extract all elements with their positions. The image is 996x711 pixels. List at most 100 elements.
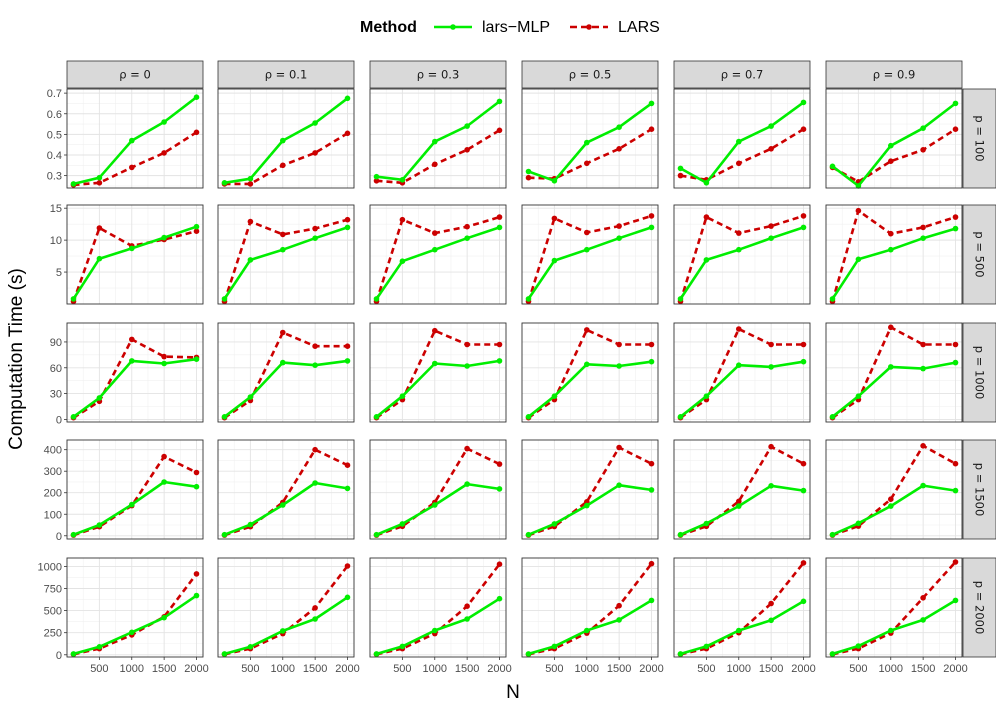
series-line-lars: [680, 445, 805, 537]
data-point-lars-mlp: [736, 362, 742, 369]
data-point-lars: [584, 327, 590, 333]
panel-border: [521, 204, 659, 305]
data-point-lars: [648, 213, 655, 219]
data-point-lars-mlp: [464, 616, 470, 622]
data-point-lars: [551, 215, 558, 222]
data-point-lars: [344, 462, 351, 469]
data-point-lars-mlp: [736, 138, 742, 145]
row-strip: [962, 204, 996, 305]
panel: [825, 322, 963, 423]
series-line-lars: [375, 329, 500, 419]
data-point-lars: [312, 150, 318, 156]
data-point-lars-mlp: [855, 393, 862, 400]
data-point-lars-mlp: [616, 235, 622, 241]
panel-border: [217, 557, 355, 658]
data-point-lars-mlp: [129, 358, 135, 364]
panel: [521, 88, 659, 189]
x-tick-label: 2000: [639, 663, 663, 675]
panel-background: [218, 205, 354, 304]
data-point-lars: [736, 160, 742, 167]
panel: [673, 439, 811, 540]
column-strip-label: ρ = 0.7: [721, 68, 764, 82]
panel-border: [521, 88, 659, 189]
y-tick-label: 500: [44, 606, 62, 618]
y-tick-label: 0.6: [47, 109, 62, 121]
data-point-lars-mlp: [584, 627, 590, 634]
data-point-lars: [768, 146, 774, 152]
panel-background: [674, 89, 810, 188]
panel: [369, 557, 507, 658]
data-point-lars-mlp: [221, 180, 228, 186]
x-tick-label: 2000: [943, 663, 967, 675]
panel: [66, 322, 204, 423]
panel-background: [67, 558, 203, 657]
row-strip-label: p = 1000: [973, 346, 987, 400]
panel: [369, 322, 507, 423]
y-axes: 0.3 0.4 0.5 0.6 0.7 5 10 15 0 30 60 90 0 100 200 300 400…: [38, 88, 67, 662]
data-point-lars-mlp: [952, 597, 959, 604]
panel-border: [825, 204, 963, 305]
data-point-lars-mlp: [464, 123, 470, 129]
data-point-lars-mlp: [768, 364, 774, 370]
data-point-lars: [736, 498, 742, 505]
y-tick-label: 250: [44, 628, 62, 640]
data-point-lars: [584, 160, 590, 167]
y-tick-label: 1000: [38, 561, 62, 573]
legend-label-lars-mlp: lars−MLP: [482, 19, 550, 36]
data-point-lars: [496, 341, 503, 348]
x-tick-label: 1000: [727, 663, 751, 675]
panel: [369, 204, 507, 305]
data-point-lars: [616, 602, 622, 609]
data-point-lars-mlp: [888, 142, 894, 149]
data-point-lars-mlp: [373, 173, 380, 180]
data-point-lars-mlp: [736, 627, 742, 634]
data-point-lars-mlp: [616, 124, 622, 130]
data-point-lars-mlp: [888, 246, 894, 253]
data-point-lars-mlp: [247, 394, 254, 400]
data-point-lars-mlp: [161, 119, 167, 125]
y-tick-label: 0.7: [47, 88, 62, 100]
data-point-lars: [616, 223, 622, 229]
data-point-lars-mlp: [952, 225, 959, 232]
data-point-lars-mlp: [432, 246, 438, 253]
data-point-lars-mlp: [829, 531, 836, 538]
column-strips: ρ = 0 ρ = 0.1 ρ = 0.3 ρ = 0.5 ρ = 0.7 ρ = 0.9: [66, 60, 963, 89]
data-point-lars-mlp: [96, 395, 103, 401]
panel-border: [825, 439, 963, 540]
y-tick-label: 200: [44, 488, 62, 500]
y-tick-label: 0: [56, 650, 62, 662]
data-point-lars: [280, 231, 286, 238]
data-point-lars-mlp: [920, 482, 926, 489]
panel-background: [522, 440, 658, 539]
series-line-lars: [679, 327, 804, 419]
panel: [521, 204, 659, 305]
data-point-lars: [161, 150, 167, 156]
data-point-lars-mlp: [70, 414, 77, 420]
column-strip-label: ρ = 0.9: [873, 68, 916, 82]
panel: [217, 439, 355, 540]
data-point-lars-mlp: [768, 617, 774, 624]
column-strip-label: ρ = 0.1: [265, 68, 308, 82]
data-point-lars-mlp: [96, 522, 103, 528]
data-point-lars-mlp: [920, 365, 926, 372]
y-tick-label: 300: [44, 466, 62, 478]
panel-border: [521, 439, 659, 540]
data-point-lars: [129, 336, 135, 343]
data-point-lars-mlp: [855, 256, 862, 263]
data-point-lars-mlp: [373, 296, 380, 302]
panel: [66, 204, 204, 305]
x-tick-label: 1500: [152, 663, 176, 675]
data-point-lars: [616, 444, 622, 451]
column-strip-label: ρ = 0: [119, 68, 151, 82]
data-point-lars-mlp: [464, 481, 470, 487]
panels: [66, 88, 963, 658]
series-line-lars: [527, 328, 652, 419]
data-point-lars-mlp: [616, 617, 622, 623]
data-point-lars-mlp: [768, 483, 774, 489]
panel: [825, 439, 963, 540]
panel: [825, 204, 963, 305]
data-point-lars-mlp: [399, 177, 406, 183]
data-point-lars: [464, 341, 470, 348]
panel-border: [217, 88, 355, 189]
data-point-lars: [648, 460, 655, 467]
